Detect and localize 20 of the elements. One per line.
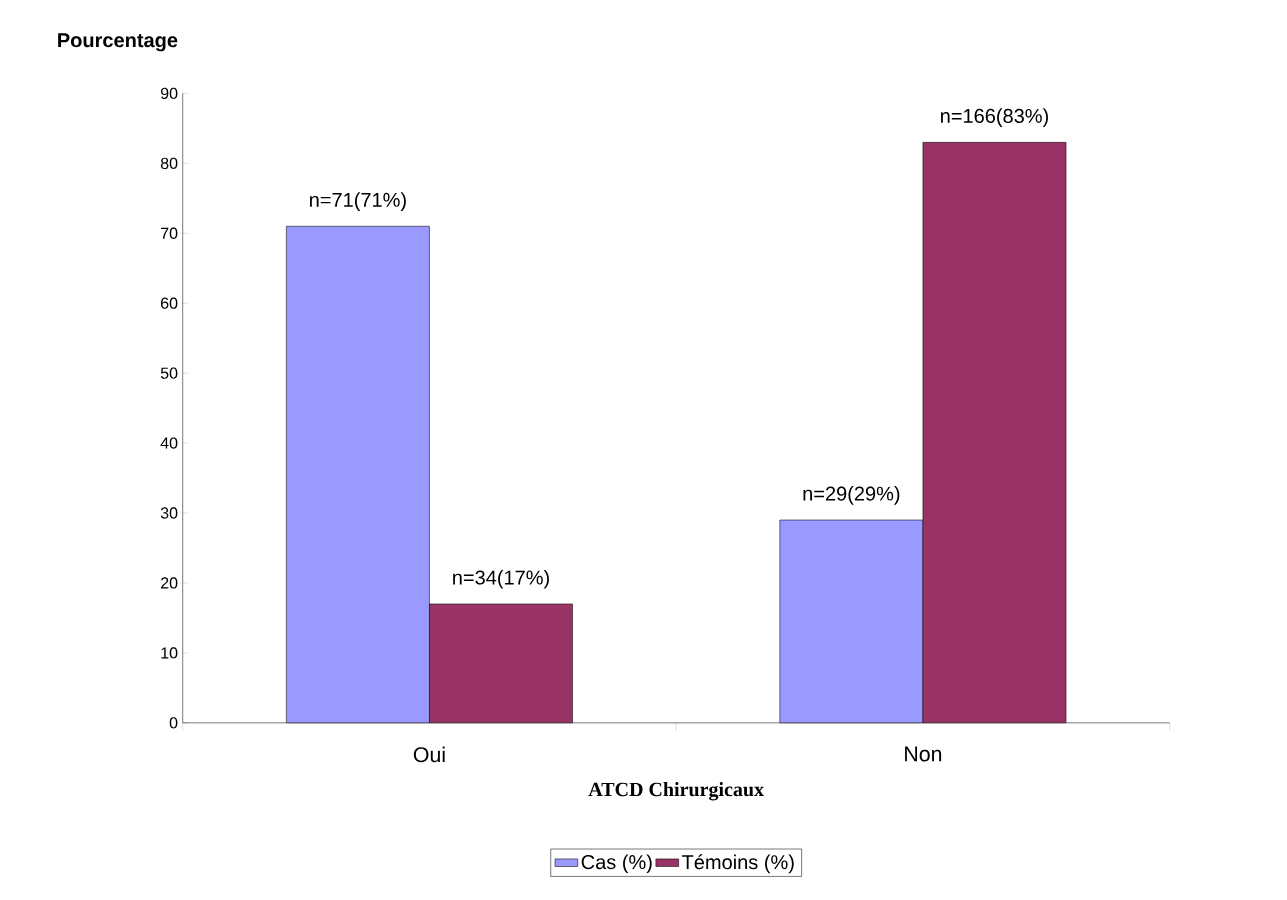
- legend-label: Cas (%): [581, 854, 652, 873]
- y-tick-label: 20: [161, 577, 178, 589]
- y-tick-label: 80: [160, 157, 178, 169]
- x-axis-title: ATCD Chirurgicaux: [588, 782, 764, 801]
- y-tick-label: 70: [161, 227, 178, 239]
- y-tick-label: 60: [161, 297, 178, 309]
- y-axis-title: Pourcentage: [58, 33, 178, 52]
- data-label: n=166(83%): [941, 108, 1048, 127]
- y-tick-label: 30: [160, 507, 178, 519]
- legend-label: Témoins (%): [682, 854, 794, 874]
- y-tick-label: 50: [160, 367, 178, 379]
- data-label: n=29(29%): [803, 485, 900, 505]
- data-label: n=34(17%): [453, 569, 549, 589]
- y-tick-label: 90: [160, 87, 178, 99]
- y-tick-label: 40: [160, 437, 178, 449]
- y-tick-label: 10: [161, 647, 178, 659]
- data-label: n=71(71%): [310, 192, 406, 211]
- y-tick-label: 0: [169, 717, 178, 729]
- x-tick-label: Oui: [413, 746, 445, 763]
- x-tick-label: Non: [905, 746, 942, 762]
